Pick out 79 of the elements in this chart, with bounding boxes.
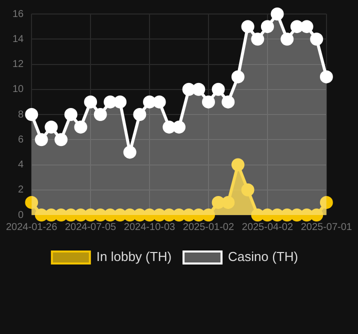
point (123, 146, 136, 159)
y-tick-label: 0 (18, 210, 24, 221)
point (84, 95, 98, 108)
y-tick-label: 2 (18, 184, 24, 196)
point (260, 208, 274, 222)
point (182, 82, 196, 96)
point (25, 196, 38, 209)
point (133, 208, 146, 222)
x-tick-label: 2024-07-05 (64, 222, 117, 233)
y-tick-label: 14 (12, 34, 24, 45)
point (320, 70, 333, 84)
point (123, 208, 136, 222)
point (270, 208, 284, 222)
legend-label: Casino (TH) (228, 249, 298, 264)
x-tick-label: 2024-10-03 (124, 222, 176, 233)
point (162, 208, 176, 222)
point (222, 95, 235, 108)
legend-label: In lobby (TH) (96, 249, 172, 264)
point (34, 133, 48, 146)
point (202, 208, 215, 222)
point (172, 208, 186, 222)
y-tick-label: 4 (18, 160, 24, 170)
point (34, 208, 48, 222)
point (84, 208, 98, 222)
point (94, 108, 107, 121)
point (290, 208, 304, 222)
y-tick-label: 12 (12, 59, 24, 70)
point (25, 108, 38, 121)
point (104, 208, 117, 222)
point (94, 208, 107, 222)
x-tick-label: 2025-07-01 (300, 222, 352, 233)
point (251, 208, 264, 222)
point (290, 20, 304, 34)
point (310, 32, 324, 46)
point (251, 32, 264, 46)
point (222, 196, 235, 209)
point (192, 82, 206, 96)
point (202, 95, 215, 108)
point (54, 133, 68, 146)
point (280, 208, 294, 222)
point (133, 108, 146, 121)
point (172, 120, 186, 134)
point (152, 208, 166, 222)
point (231, 70, 244, 84)
point (231, 158, 244, 172)
x-tick-label: 2025-04-02 (242, 222, 294, 233)
point (64, 208, 78, 222)
point (143, 208, 156, 222)
point (241, 183, 254, 196)
point (74, 120, 88, 134)
point (44, 120, 58, 134)
point (182, 208, 196, 222)
point (212, 82, 225, 96)
point (162, 120, 176, 134)
point (104, 95, 117, 108)
point (280, 32, 294, 46)
point (300, 208, 314, 222)
point (212, 196, 225, 209)
point (143, 95, 156, 108)
y-tick-label: 16 (12, 8, 24, 20)
point (54, 208, 68, 222)
point (152, 95, 166, 108)
point (44, 208, 58, 222)
y-tick-label: 8 (18, 109, 24, 120)
point (270, 8, 284, 20)
point (74, 208, 88, 222)
y-tick-label: 10 (12, 84, 24, 96)
point (64, 108, 78, 121)
point (310, 208, 324, 222)
point (300, 20, 314, 34)
x-tick-label: 2025-01-02 (182, 222, 234, 233)
x-tick-label: 2024-01-26 (6, 222, 58, 233)
y-tick-label: 6 (18, 134, 24, 146)
point (114, 95, 127, 108)
point (241, 20, 254, 34)
point (114, 208, 127, 222)
point (320, 196, 333, 209)
point (260, 20, 274, 34)
point (192, 208, 206, 222)
